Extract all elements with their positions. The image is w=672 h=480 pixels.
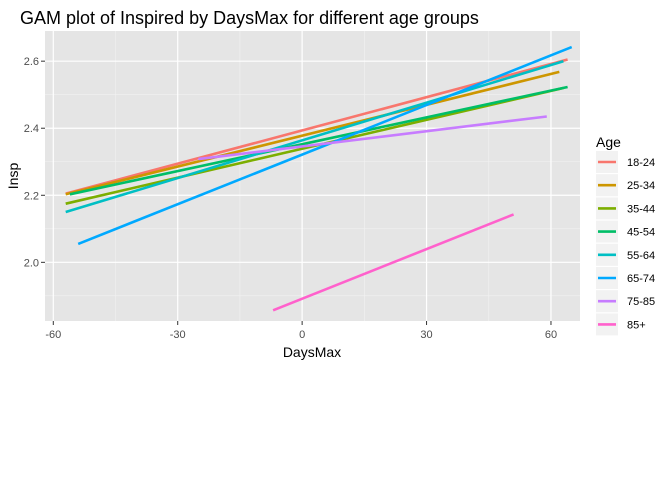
x-tick-label: 0 [299, 329, 305, 341]
x-tick-label: 30 [420, 329, 432, 341]
x-axis-title: DaysMax [283, 344, 341, 360]
legend-label: 25-34 [627, 180, 655, 192]
x-tick-label: -60 [45, 329, 61, 341]
x-tick-label: 60 [545, 329, 557, 341]
y-tick-label: 2.0 [24, 257, 39, 269]
legend-label: 65-74 [627, 273, 655, 285]
legend-label: 45-54 [627, 227, 655, 239]
x-tick-label: -30 [170, 329, 186, 341]
series-line-85plus [272, 213, 515, 312]
series-line-75-85 [198, 115, 547, 161]
legend-label: 85+ [627, 319, 646, 331]
legend-label: 18-24 [627, 157, 655, 169]
legend-label: 55-64 [627, 250, 655, 262]
major-gridlines [45, 31, 580, 321]
legend-items: 18-24 25-34 35-44 45-54 55-64 65-74 75-85 85+ [596, 151, 655, 336]
series-lines [65, 45, 573, 312]
legend-label: 75-85 [627, 296, 655, 308]
series-line-65-74 [77, 45, 573, 246]
y-axis: 2.0 2.2 2.4 2.6 [24, 56, 45, 269]
y-axis-title: Insp [5, 163, 21, 190]
series-line-55-64 [65, 59, 564, 214]
legend: Age 18-24 25-34 35-44 45-54 55-64 65-74 75-85 8… [596, 134, 655, 336]
series-line-25-34 [65, 70, 560, 196]
y-tick-label: 2.2 [24, 190, 39, 202]
x-axis: -60 -30 0 30 60 [45, 321, 557, 341]
series-line-45-54 [69, 85, 568, 196]
legend-title: Age [596, 134, 621, 150]
legend-label: 35-44 [627, 203, 655, 215]
y-tick-label: 2.4 [24, 123, 39, 135]
chart-title: GAM plot of Inspired by DaysMax for diff… [20, 8, 479, 28]
y-tick-label: 2.6 [24, 56, 39, 68]
